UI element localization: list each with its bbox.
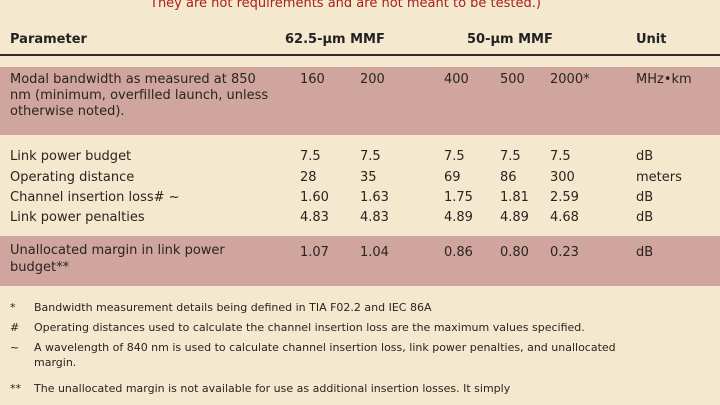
- footnote-text: The unallocated margin is not available …: [34, 382, 511, 395]
- footnote-text: A wavelength of 840 nm is used to calcul…: [34, 341, 616, 369]
- row-v1: 28: [300, 170, 317, 185]
- table-header: Parameter 62.5-µm MMF 50-µm MMF Unit: [0, 32, 720, 54]
- margin-v4: 0.80: [500, 245, 529, 260]
- row-v2: 1.63: [360, 190, 389, 205]
- row-v3: 4.89: [444, 210, 473, 225]
- row-v3: 7.5: [444, 149, 465, 164]
- header-parameter: Parameter: [10, 32, 87, 47]
- row-unit: dB: [636, 190, 654, 205]
- row-v5: 7.5: [550, 149, 571, 164]
- unallocated-margin-band: [0, 236, 720, 286]
- row-v3: 69: [444, 170, 461, 185]
- row-v4: 86: [500, 170, 517, 185]
- row-unit: meters: [636, 170, 682, 185]
- margin-unit: dB: [636, 245, 654, 260]
- row-unit: dB: [636, 210, 654, 225]
- modal-unit: MHz•km: [636, 72, 692, 87]
- row-v5: 4.68: [550, 210, 579, 225]
- table-note: They are not requirements and are not me…: [150, 0, 541, 11]
- margin-v3: 0.86: [444, 245, 473, 260]
- row-v4: 4.89: [500, 210, 529, 225]
- row-unit: dB: [636, 149, 654, 164]
- row-v2: 35: [360, 170, 377, 185]
- row-v1: 4.83: [300, 210, 329, 225]
- header-rule: [0, 54, 720, 56]
- row-v5: 2.59: [550, 190, 579, 205]
- modal-v1: 160: [300, 72, 325, 87]
- margin-v1: 1.07: [300, 245, 329, 260]
- modal-v3: 400: [444, 72, 469, 87]
- row-v5: 300: [550, 170, 575, 185]
- margin-v5: 0.23: [550, 245, 579, 260]
- unallocated-margin-label: Unallocated margin in link power budget*…: [10, 243, 225, 275]
- footnote-text: Bandwidth measurement details being defi…: [34, 301, 432, 314]
- modal-v4: 500: [500, 72, 525, 87]
- modal-bandwidth-label: Modal bandwidth as measured at 850 nm (m…: [10, 72, 269, 119]
- row-v2: 4.83: [360, 210, 389, 225]
- footnote-text: Operating distances used to calculate th…: [34, 321, 585, 334]
- row-label: Link power budget: [10, 149, 132, 164]
- modal-v2: 200: [360, 72, 385, 87]
- header-50-mmf: 50-µm MMF: [467, 32, 553, 47]
- footnote-mark: ~: [10, 341, 20, 354]
- row-label: Channel insertion loss# ~: [10, 190, 180, 205]
- footnote-mark: **: [10, 382, 21, 395]
- row-v4: 1.81: [500, 190, 529, 205]
- footnote-mark: #: [10, 321, 20, 334]
- row-v1: 1.60: [300, 190, 329, 205]
- modal-v5: 2000*: [550, 72, 590, 87]
- row-v1: 7.5: [300, 149, 321, 164]
- row-label: Link power penalties: [10, 210, 145, 225]
- row-v4: 7.5: [500, 149, 521, 164]
- modal-bandwidth-band: [0, 67, 720, 135]
- footnote-mark: *: [10, 301, 16, 314]
- header-unit: Unit: [636, 32, 667, 47]
- row-v2: 7.5: [360, 149, 381, 164]
- row-label: Operating distance: [10, 170, 135, 185]
- header-62-5-mmf: 62.5-µm MMF: [285, 32, 385, 47]
- margin-v2: 1.04: [360, 245, 389, 260]
- row-v3: 1.75: [444, 190, 473, 205]
